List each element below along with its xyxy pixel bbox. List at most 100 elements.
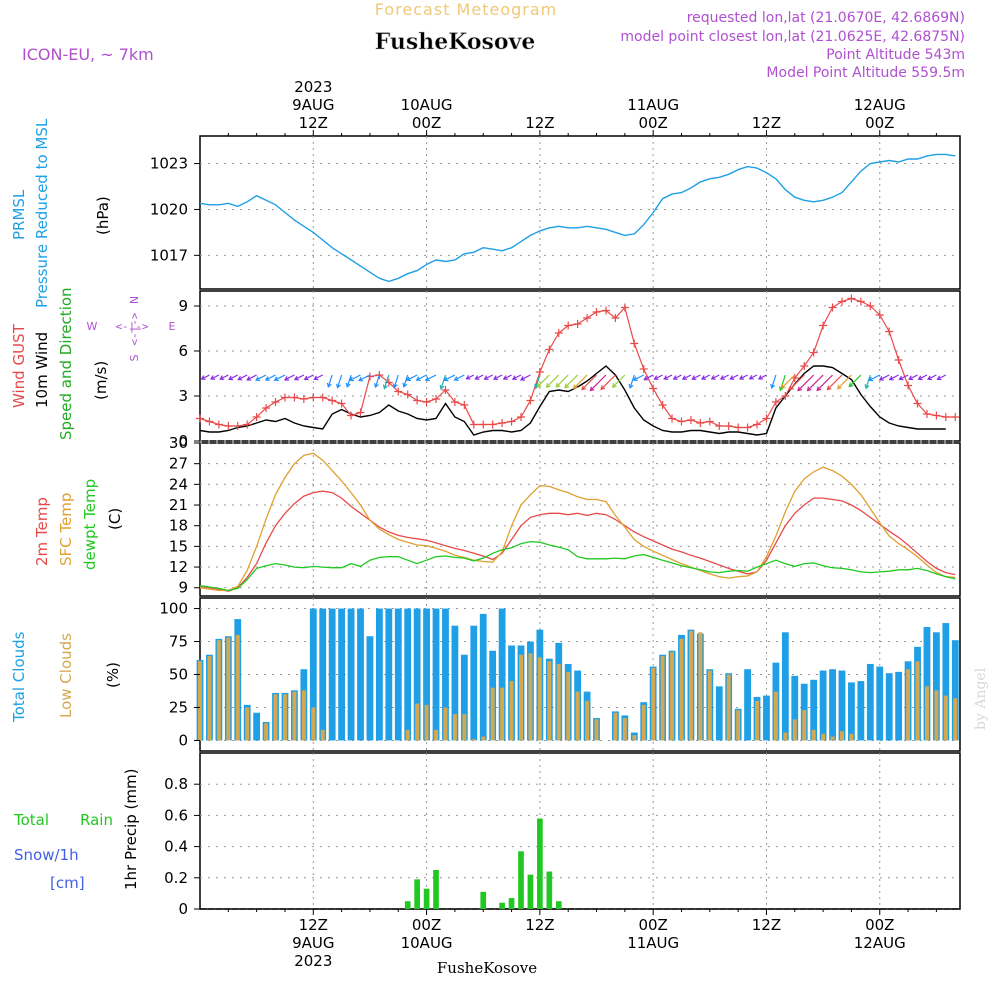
gust-marker <box>856 297 865 306</box>
low-cloud-bar <box>415 703 420 741</box>
low-cloud-bar <box>481 736 486 741</box>
low-cloud-bar <box>906 669 911 741</box>
low-cloud-bar <box>235 634 240 741</box>
rain-bar <box>518 851 524 909</box>
low-cloud-bar <box>849 733 854 741</box>
wind-direction-arrow <box>255 374 267 381</box>
gust-marker <box>488 420 497 429</box>
wind-direction-arrow <box>465 374 475 380</box>
point-altitude: Point Altitude 543m <box>826 47 965 63</box>
wind-direction-arrow <box>405 374 418 382</box>
total-cloud-bar <box>744 669 751 741</box>
rain-bar <box>414 879 420 909</box>
gust-marker <box>526 396 535 405</box>
gust-marker <box>347 411 356 420</box>
low-cloud-bar <box>434 729 439 741</box>
y-tick-label: 0.2 <box>164 869 188 887</box>
gust-marker <box>771 398 780 406</box>
total-cloud-bar <box>951 640 959 741</box>
low-cloud-bar <box>301 690 306 741</box>
compass-arrows-v: <-|-> <box>128 312 141 345</box>
wind-direction-arrow <box>780 374 796 389</box>
compass-n: N <box>128 296 141 304</box>
gust-marker <box>847 294 856 303</box>
wind-direction-arrow <box>748 374 758 380</box>
low-cloud-bar <box>216 640 221 741</box>
sfc-temp-line <box>199 452 956 592</box>
rain-bar <box>546 871 553 909</box>
total-cloud-bar <box>442 608 449 741</box>
wind-direction-arrow <box>237 374 248 381</box>
wind-direction-arrow <box>424 374 437 382</box>
total-cloud-bar <box>423 608 430 741</box>
compass-arrows-h: <-|-> <box>115 320 148 333</box>
total-cloud-bar <box>479 613 487 741</box>
total-cloud-bar <box>328 608 336 741</box>
gust-marker <box>535 368 544 376</box>
gust-marker <box>403 390 412 399</box>
gust-marker <box>951 413 960 421</box>
gust-marker <box>762 414 771 423</box>
y-tick-label: 100 <box>159 600 188 618</box>
wind-direction-arrow <box>681 374 692 381</box>
total-cloud-bar <box>366 636 374 741</box>
low-cloud-bar <box>924 686 929 741</box>
cloud-labels: Total Clouds Low Clouds (%) <box>10 631 122 723</box>
gust-marker <box>545 345 554 354</box>
total-cloud-bar <box>885 673 893 741</box>
gust-marker <box>686 416 695 424</box>
top-time-label: 11AUG <box>627 96 679 114</box>
rain-bar <box>423 888 430 909</box>
wind-direction-arrow <box>628 374 635 390</box>
cloud-unit: (%) <box>104 662 122 688</box>
low-cloud-bar <box>632 735 637 741</box>
wind-direction-arrow <box>770 374 777 390</box>
dewpt-label: dewpt Temp <box>81 479 99 570</box>
wind-direction-arrow <box>632 374 644 381</box>
wind-direction-arrow <box>848 374 862 388</box>
low-cloud-bar <box>707 670 712 741</box>
wind-direction-arrow <box>443 374 456 382</box>
precip-labels: Total Rain Snow/1h [cm] 1hr Precip (mm) <box>13 769 140 892</box>
wind-direction-arrow <box>917 374 928 381</box>
gust-label: Wind GUST <box>10 323 28 408</box>
total-cloud-bar <box>404 608 412 741</box>
gust-marker <box>280 393 289 402</box>
total-cloud-bar <box>385 608 393 741</box>
header: Forecast Meteogram FusheKosove ICON-EU, … <box>22 0 965 81</box>
wind-direction-arrow <box>303 374 314 381</box>
top-time-label: 12Z <box>752 114 781 132</box>
total-cloud-bar <box>451 625 459 741</box>
wind-direction-arrow <box>358 374 371 382</box>
gust-marker <box>422 398 431 406</box>
rain-bar <box>527 874 534 909</box>
top-time-label: 00Z <box>865 114 894 132</box>
low-cloud-bar <box>840 731 844 741</box>
wind-direction-arrow <box>502 374 512 380</box>
wind10m-line <box>199 365 946 436</box>
top-time-label: 12AUG <box>854 96 906 114</box>
y-tick-label: 50 <box>169 666 188 684</box>
rain-bar <box>433 870 439 909</box>
wind-direction-arrow <box>382 374 390 390</box>
gust-marker <box>601 306 610 315</box>
gust-marker <box>337 399 346 408</box>
pressure-labels: PRMSL Pressure Reduced to MSL (hPa) <box>10 118 112 308</box>
total-cloud-bar <box>942 623 950 741</box>
gust-marker <box>894 356 903 364</box>
wind-direction-arrow <box>536 374 550 388</box>
gust-marker <box>290 393 299 402</box>
total-cloud-bar <box>848 682 855 741</box>
gust-marker <box>564 321 573 330</box>
total-cloud-bar <box>309 608 317 741</box>
low-cloud-bar <box>783 732 788 741</box>
total-cloud-bar <box>895 671 903 741</box>
low-cloud-bar <box>755 700 760 741</box>
wind-direction-arrow <box>611 374 626 388</box>
low-cloud-bar <box>292 691 297 741</box>
rain-bar <box>555 901 562 909</box>
bottom-time-label: 00Z <box>412 916 441 934</box>
wind-direction-arrow <box>564 374 579 389</box>
precip-panel-frame <box>199 752 961 910</box>
